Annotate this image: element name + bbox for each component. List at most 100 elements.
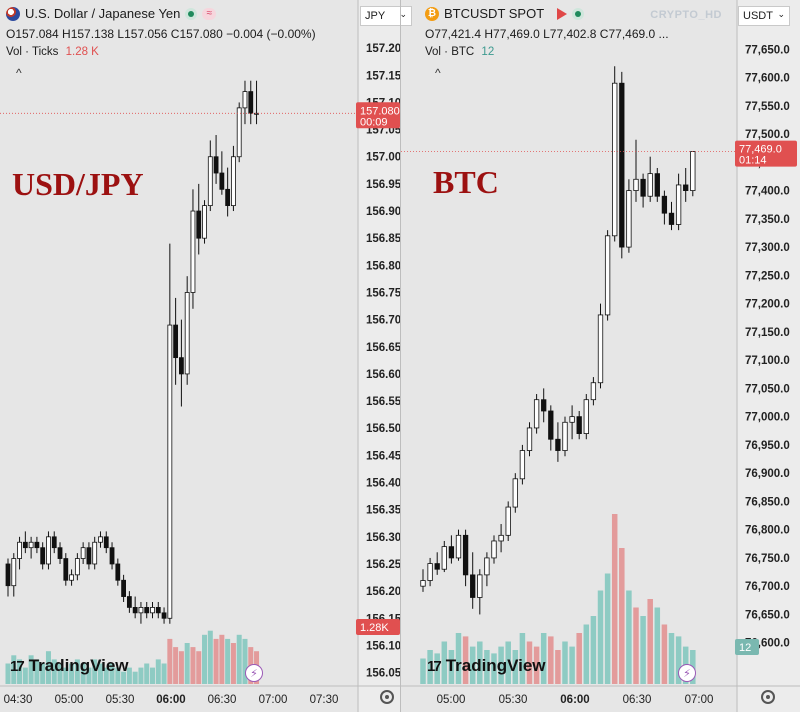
tradingview-logo-text: TradingView xyxy=(28,656,129,675)
btc-chart-svg[interactable]: 77,650.077,600.077,550.077,500.077,450.0… xyxy=(401,0,800,712)
volume-bar xyxy=(590,616,597,684)
candle-body xyxy=(690,151,696,191)
volume-tag-label: 12 xyxy=(739,642,751,654)
candle-body xyxy=(17,541,22,559)
usdjpy-chart-pane[interactable]: 157.200157.150157.100157.050157.000156.9… xyxy=(0,0,412,712)
usdjpy-chart-svg[interactable]: 157.200157.150157.100157.050157.000156.9… xyxy=(0,0,400,712)
candle-body xyxy=(207,156,213,207)
red-flag-icon[interactable] xyxy=(557,7,568,20)
volume-bar xyxy=(484,650,490,684)
y-tick-label: 157.200 xyxy=(366,43,400,55)
candle-body xyxy=(5,563,11,587)
volume-bar xyxy=(455,633,462,684)
volume-bar xyxy=(477,641,483,684)
candle-body xyxy=(683,184,689,191)
volume-bar xyxy=(633,607,639,684)
candle-body xyxy=(161,612,167,619)
collapse-legend-icon[interactable]: ^ xyxy=(435,66,441,80)
candle-body xyxy=(512,478,518,508)
crypto-hd-watermark: CRYPTO_HD xyxy=(650,9,722,21)
y-tick-label: 76,950.0 xyxy=(745,440,790,452)
volume-bar xyxy=(661,624,668,684)
bitcoin-icon: ₿ xyxy=(425,6,439,21)
countdown-label: 00:09 xyxy=(360,116,388,128)
candle-body xyxy=(173,324,179,359)
candle-body xyxy=(633,178,639,191)
lightning-icon[interactable]: ⚡ xyxy=(678,664,696,682)
volume-tag-label: 1.28K xyxy=(360,622,389,634)
candle-body xyxy=(92,541,98,565)
candle-body xyxy=(619,82,625,248)
y-tick-label: 157.150 xyxy=(366,70,400,82)
x-tick-label: 05:30 xyxy=(499,694,528,706)
candle-body xyxy=(40,547,46,565)
candle-body xyxy=(640,178,646,197)
candle-body xyxy=(167,324,173,619)
candle-body xyxy=(184,292,190,375)
volume-bar xyxy=(92,659,98,684)
volume-bar xyxy=(86,667,92,684)
x-tick-label: 06:00 xyxy=(560,694,589,706)
settings-gear-icon[interactable] xyxy=(380,690,394,704)
market-open-icon xyxy=(185,7,198,20)
btc-chart-pane[interactable]: 77,650.077,600.077,550.077,500.077,450.0… xyxy=(400,0,800,712)
volume-bar xyxy=(219,634,225,684)
volume-bar xyxy=(45,651,51,684)
volume-bar xyxy=(97,663,103,684)
volume-bar xyxy=(63,667,69,684)
candle-body xyxy=(533,399,540,429)
btc-currency-select[interactable]: USDT ⌄ xyxy=(738,6,790,26)
volume-bar xyxy=(619,548,625,684)
volume-bar xyxy=(469,646,476,684)
candle-body xyxy=(562,421,568,451)
volume-bar xyxy=(190,647,196,684)
volume-bar xyxy=(597,590,604,684)
candle-body xyxy=(541,399,547,412)
x-tick-label: 06:30 xyxy=(623,694,652,706)
x-tick-label: 07:00 xyxy=(685,694,714,706)
candle-body xyxy=(57,547,63,559)
candle-body xyxy=(138,607,144,614)
volume-bar xyxy=(161,663,167,684)
collapse-legend-icon[interactable]: ^ xyxy=(16,66,22,80)
volume-bar xyxy=(533,646,540,684)
usdjpy-symbol-title[interactable]: U.S. Dollar / Japanese Yen xyxy=(25,6,181,21)
candle-body xyxy=(231,156,236,207)
volume-bar xyxy=(668,633,675,684)
volume-bar xyxy=(69,663,75,684)
x-tick-label: 07:00 xyxy=(259,694,288,706)
y-tick-label: 77,550.0 xyxy=(745,101,790,113)
x-tick-label: 04:30 xyxy=(4,694,33,706)
volume-bar xyxy=(103,667,109,684)
price-axis-bg xyxy=(737,0,800,712)
candle-body xyxy=(219,172,225,190)
lightning-icon[interactable]: ⚡ xyxy=(245,664,263,682)
volume-bar xyxy=(196,651,202,684)
volume-bar xyxy=(569,646,575,684)
y-tick-label: 76,650.0 xyxy=(745,609,790,621)
volume-bar xyxy=(441,641,448,684)
candle-body xyxy=(597,314,604,384)
volume-bar xyxy=(40,663,46,684)
x-tick-label: 06:00 xyxy=(156,694,185,706)
btc-symbol-title[interactable]: BTCUSDT SPOT xyxy=(444,6,545,21)
volume-bar xyxy=(230,643,236,684)
wave-icon: ≈ xyxy=(202,7,217,20)
volume-bar xyxy=(626,590,632,684)
candle-body xyxy=(434,563,440,570)
volume-bar xyxy=(604,573,611,684)
candle-body xyxy=(213,156,219,174)
usdjpy-currency-select[interactable]: JPY ⌄ xyxy=(360,6,412,26)
x-tick-label: 07:30 xyxy=(310,694,339,706)
y-tick-label: 156.250 xyxy=(366,559,400,571)
x-tick-label: 05:00 xyxy=(55,694,84,706)
volume-bar xyxy=(242,638,248,684)
volume-bar xyxy=(155,659,161,684)
y-tick-label: 76,750.0 xyxy=(745,553,790,565)
volume-bar xyxy=(555,650,561,684)
candle-body xyxy=(196,210,202,239)
volume-bar xyxy=(115,667,121,684)
y-tick-label: 77,650.0 xyxy=(745,44,790,56)
settings-gear-icon[interactable] xyxy=(761,690,775,704)
candle-body xyxy=(654,173,660,197)
